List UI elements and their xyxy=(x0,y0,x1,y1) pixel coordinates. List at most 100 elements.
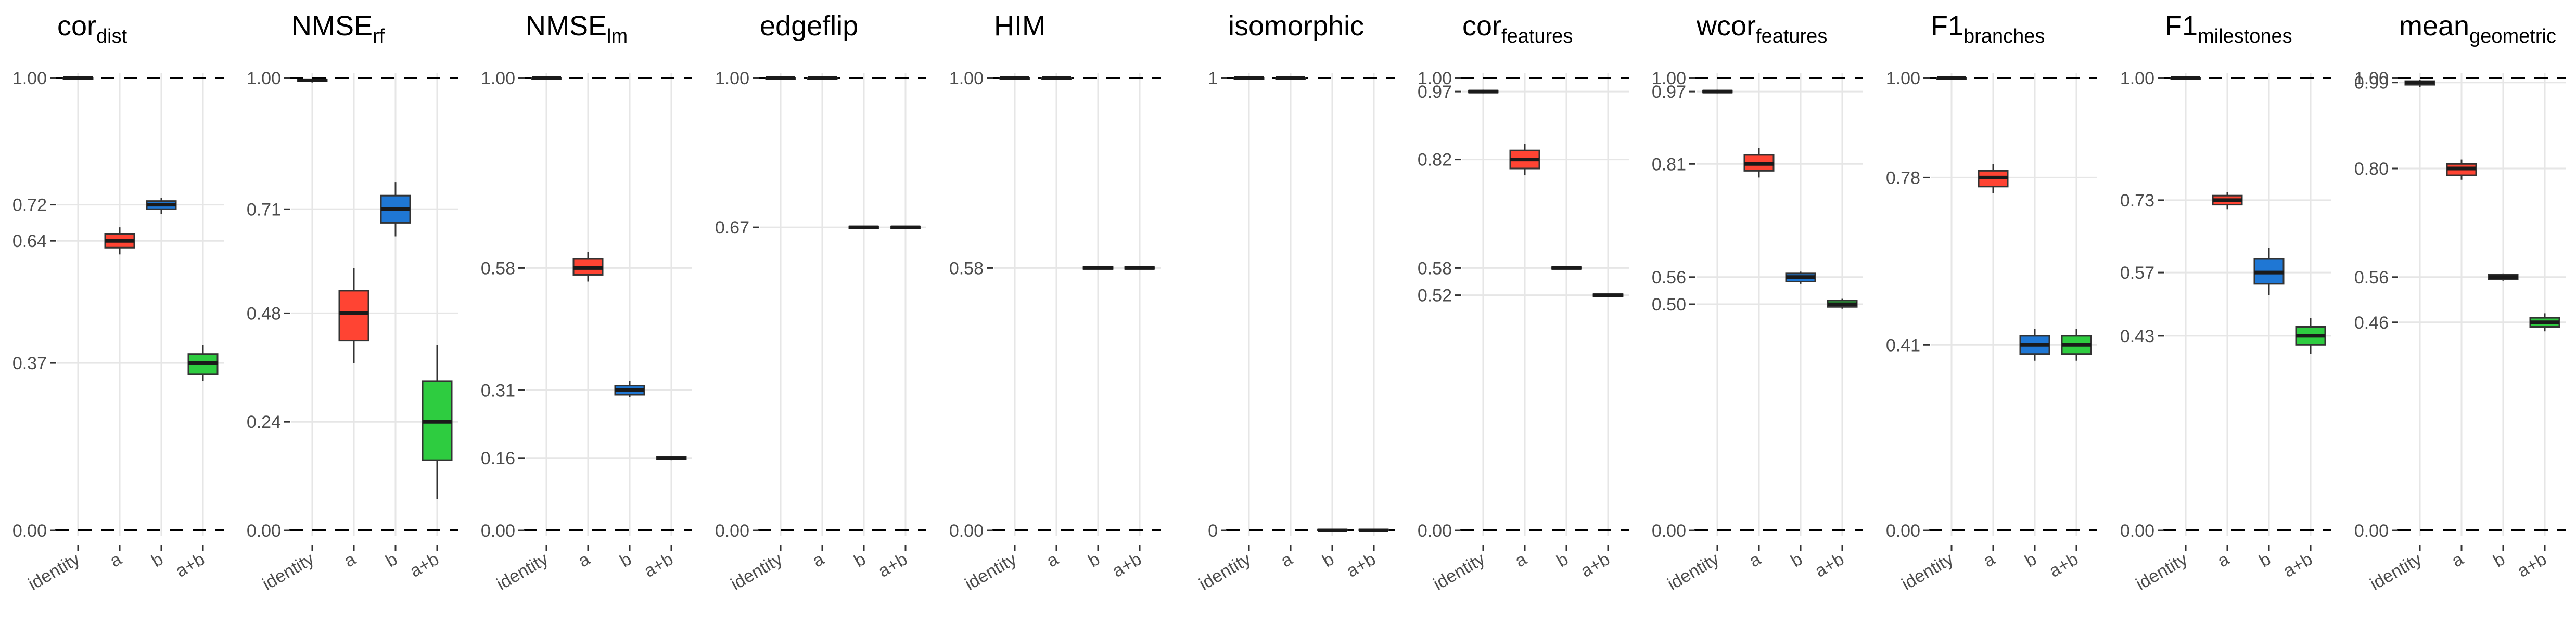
x-tick-label: a xyxy=(2214,549,2233,571)
x-tick-label: identity xyxy=(25,549,83,594)
panel-title-sub: branches xyxy=(1963,25,2045,47)
panel-title: corfeatures xyxy=(1462,10,1573,47)
x-tick-label: identity xyxy=(728,549,786,594)
x-tick-label: a xyxy=(1043,549,1062,571)
x-tick-label: b xyxy=(617,549,635,571)
y-tick-label: 0.67 xyxy=(715,218,749,238)
x-tick-label: a+b xyxy=(2280,549,2316,581)
y-tick-label: 0.52 xyxy=(1418,286,1452,306)
y-tick-label: 0.78 xyxy=(1886,168,1920,188)
panel-title-main: cor xyxy=(57,10,96,42)
y-tick-label: 0.97 xyxy=(1652,82,1686,102)
box-b xyxy=(380,182,411,237)
box-a xyxy=(2446,159,2477,180)
y-tick-label: 1.00 xyxy=(247,69,281,88)
box-a+b xyxy=(890,225,921,229)
x-tick-label: b xyxy=(851,549,869,571)
box-identity xyxy=(765,76,796,80)
box-identity xyxy=(1468,89,1499,94)
x-tick-label: a+b xyxy=(2046,549,2082,581)
panel-title: isomorphic xyxy=(1228,10,1364,42)
y-tick-label: 0.64 xyxy=(12,231,47,251)
panel-8: F1branches 0.00 0.41 0.78 1.00 identity a b a+b xyxy=(1886,10,2097,594)
x-tick-label: a xyxy=(107,549,125,571)
y-tick-label: 0.58 xyxy=(481,258,515,278)
x-tick-label: b xyxy=(1085,549,1103,571)
box-identity xyxy=(1702,89,1733,94)
y-tick-label: 0.00 xyxy=(949,521,984,541)
panel-title: HIM xyxy=(994,10,1045,42)
y-tick-label: 0.58 xyxy=(949,258,984,278)
panel-title: F1milestones xyxy=(2165,10,2292,47)
y-tick-label: 0.00 xyxy=(1418,521,1452,541)
box-a xyxy=(2212,192,2243,210)
box-a+b xyxy=(2529,313,2560,332)
box-a+b xyxy=(1358,528,1389,532)
box-a xyxy=(1041,76,1072,80)
box-a+b xyxy=(1592,293,1624,297)
y-tick-label: 0.16 xyxy=(481,449,515,469)
panel-2: NMSElm 0.00 0.16 0.31 0.58 1.00 identity a b a+b xyxy=(481,10,692,594)
box-a+b xyxy=(187,345,219,381)
x-tick-label: a xyxy=(2449,549,2467,571)
x-tick-label: b xyxy=(1319,549,1337,571)
y-tick-label: 0.00 xyxy=(2354,521,2389,541)
box-b xyxy=(1785,271,1816,284)
x-tick-label: b xyxy=(148,549,167,571)
panel-title: F1branches xyxy=(1931,10,2045,47)
box-identity xyxy=(1233,76,1265,80)
y-tick-label: 0.58 xyxy=(1418,258,1452,278)
y-tick-label: 0.31 xyxy=(481,381,515,400)
box-a+b xyxy=(1124,266,1155,270)
y-tick-label: 0.43 xyxy=(2120,327,2154,346)
box-a xyxy=(1509,144,1540,176)
box-b xyxy=(1551,266,1582,270)
box-a+b xyxy=(2061,329,2092,361)
panel-3: edgeflip 0.00 0.67 1.00 identity a b a+b xyxy=(715,10,926,594)
y-tick-label: 1.00 xyxy=(12,69,47,88)
panel-title-main: cor xyxy=(1462,10,1501,42)
x-tick-label: a xyxy=(1512,549,1530,571)
box-b xyxy=(2019,329,2050,361)
y-tick-label: 0.00 xyxy=(715,521,749,541)
y-tick-label: 1.00 xyxy=(1652,69,1686,88)
y-tick-label: 1.00 xyxy=(2120,69,2154,88)
box-identity xyxy=(999,76,1030,80)
y-tick-label: 0 xyxy=(1208,521,1218,541)
box-b xyxy=(2488,273,2519,281)
y-tick-label: 0.73 xyxy=(2120,191,2154,211)
panel-title-main: mean xyxy=(2399,10,2469,42)
box-b xyxy=(2253,248,2285,295)
x-tick-label: a+b xyxy=(1109,549,1145,581)
box-a+b xyxy=(656,456,687,461)
y-tick-label: 0.72 xyxy=(12,196,47,215)
box-a xyxy=(807,76,838,80)
x-tick-label: identity xyxy=(2133,549,2191,594)
y-tick-label: 1.00 xyxy=(1886,69,1920,88)
panel-title-sub: features xyxy=(1756,25,1827,47)
panel-10: meangeometric 0.00 0.46 0.56 0.80 0.991.00 ide… xyxy=(2354,10,2566,594)
panel-title-main: NMSE xyxy=(526,10,607,42)
panel-title: NMSElm xyxy=(526,10,628,47)
box-a xyxy=(1978,164,2009,193)
y-tick-label: 0.24 xyxy=(247,412,281,432)
x-tick-label: a xyxy=(1278,549,1296,571)
box-identity xyxy=(2170,76,2201,80)
x-tick-label: b xyxy=(382,549,401,571)
panel-title: cordist xyxy=(57,10,127,47)
y-tick-label: 0.00 xyxy=(1886,521,1920,541)
y-tick-label: 0.80 xyxy=(2354,159,2389,179)
y-tick-label: 0.41 xyxy=(1886,335,1920,355)
x-tick-label: a+b xyxy=(1812,549,1847,581)
y-tick-label: 0.99 xyxy=(2354,73,2389,93)
x-tick-label: b xyxy=(2490,549,2508,571)
y-tick-label: 0.00 xyxy=(1652,521,1686,541)
x-tick-label: b xyxy=(2256,549,2274,571)
panel-title-sub: milestones xyxy=(2198,25,2292,47)
y-tick-label: 0.46 xyxy=(2354,313,2389,333)
y-tick-label: 1.00 xyxy=(949,69,984,88)
x-tick-label: a xyxy=(575,549,593,571)
x-tick-label: b xyxy=(1788,549,1806,571)
x-tick-label: a+b xyxy=(641,549,677,581)
y-tick-label: 0.00 xyxy=(2120,521,2154,541)
